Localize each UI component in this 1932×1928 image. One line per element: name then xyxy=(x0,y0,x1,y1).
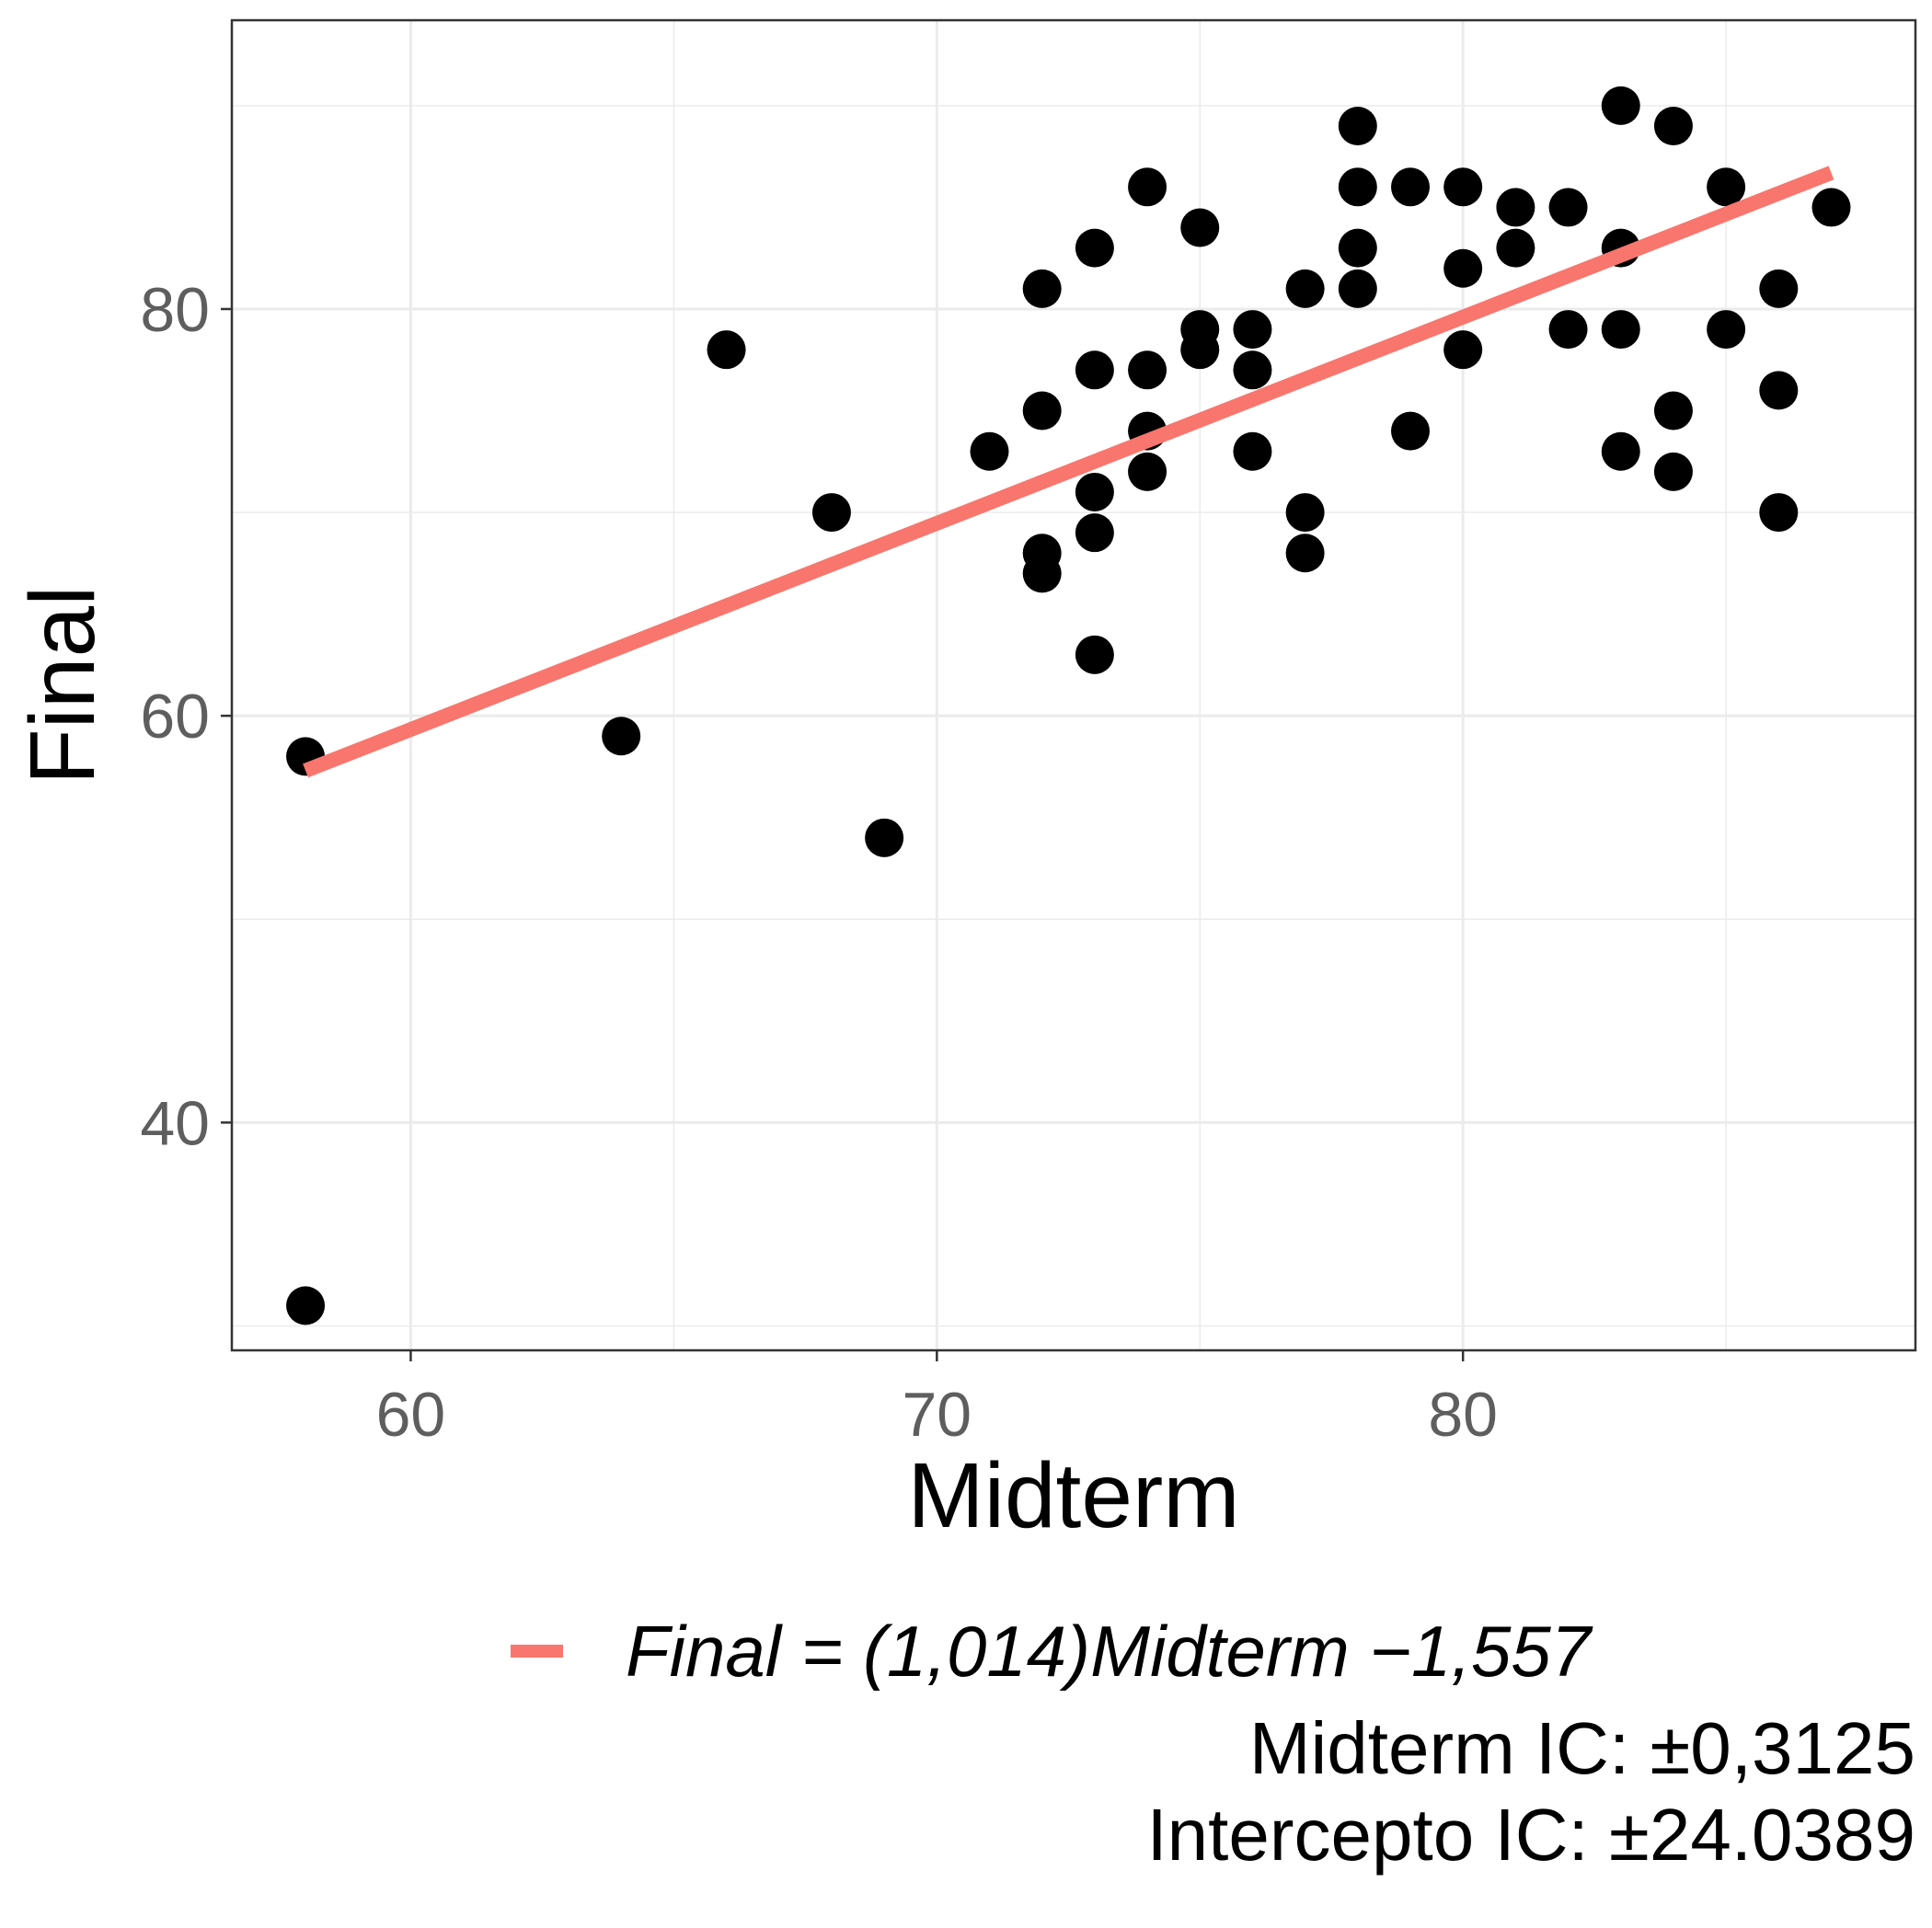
plot-background xyxy=(232,20,1915,1350)
data-point xyxy=(1496,228,1535,268)
x-tick-label: 80 xyxy=(1428,1380,1498,1450)
data-point xyxy=(1601,86,1640,125)
data-point xyxy=(1128,350,1167,390)
data-point xyxy=(1022,554,1062,593)
data-point xyxy=(811,493,851,533)
major-gridlines xyxy=(232,20,1915,1350)
data-point xyxy=(1180,208,1220,247)
y-tick-label: 60 xyxy=(140,682,210,752)
data-point xyxy=(1075,635,1114,674)
data-point xyxy=(1759,371,1799,410)
y-axis-ticks: 40 60 80 xyxy=(140,275,232,1158)
data-point xyxy=(1285,534,1325,573)
data-point xyxy=(1811,188,1851,227)
legend: Final = (1,014)Midterm −1,557 xyxy=(511,1611,1593,1692)
data-point xyxy=(1075,228,1114,268)
y-tick-label: 80 xyxy=(140,275,210,345)
data-point xyxy=(1338,228,1377,268)
data-point xyxy=(1233,350,1272,390)
data-point xyxy=(1759,493,1799,533)
data-point xyxy=(1128,452,1167,491)
y-tick-label: 40 xyxy=(140,1088,210,1158)
plot-panel-border xyxy=(230,18,1917,1352)
x-tick-label: 60 xyxy=(376,1380,446,1450)
data-point xyxy=(1285,493,1325,533)
data-point xyxy=(865,818,904,857)
data-point xyxy=(1496,188,1535,227)
data-point xyxy=(1443,248,1483,288)
intercept-ci-annotation: Intercepto IC: ±24.0389 xyxy=(1146,1794,1915,1876)
data-point xyxy=(1233,431,1272,471)
y-axis-title: Final xyxy=(11,586,114,786)
data-point xyxy=(1075,350,1114,390)
data-point xyxy=(1548,310,1588,350)
data-point xyxy=(1128,167,1167,207)
x-tick-label: 70 xyxy=(902,1380,972,1450)
data-point xyxy=(1391,167,1430,207)
data-point xyxy=(1233,310,1272,350)
data-point xyxy=(1338,106,1377,145)
data-point xyxy=(1653,106,1693,145)
data-point xyxy=(1180,330,1220,370)
data-point xyxy=(1075,472,1114,511)
data-point xyxy=(286,1286,326,1326)
data-point xyxy=(1653,391,1693,430)
data-point xyxy=(1443,330,1483,370)
regression-line xyxy=(303,166,1834,778)
data-points xyxy=(286,86,1851,1326)
regression-line-group xyxy=(303,166,1834,778)
data-point xyxy=(1338,167,1377,207)
data-point xyxy=(970,431,1009,471)
data-point xyxy=(1601,310,1640,350)
x-axis-title: Midterm xyxy=(907,1444,1239,1547)
data-point xyxy=(1653,452,1693,491)
data-point xyxy=(1285,269,1325,308)
data-point xyxy=(1338,269,1377,308)
data-point xyxy=(602,717,641,756)
data-point xyxy=(1548,188,1588,227)
data-point xyxy=(1601,431,1640,471)
midterm-ci-annotation: Midterm IC: ±0,3125 xyxy=(1249,1707,1915,1789)
data-point xyxy=(1022,391,1062,430)
data-point xyxy=(1022,269,1062,308)
data-point xyxy=(1707,167,1746,207)
data-point xyxy=(1075,513,1114,553)
data-point xyxy=(1391,411,1430,451)
legend-label: Final = (1,014)Midterm −1,557 xyxy=(626,1611,1593,1692)
data-point xyxy=(707,330,746,370)
x-axis-ticks: 60 70 80 xyxy=(376,1350,1498,1450)
data-point xyxy=(1707,310,1746,350)
data-point xyxy=(1759,269,1799,308)
data-point xyxy=(1443,167,1483,207)
